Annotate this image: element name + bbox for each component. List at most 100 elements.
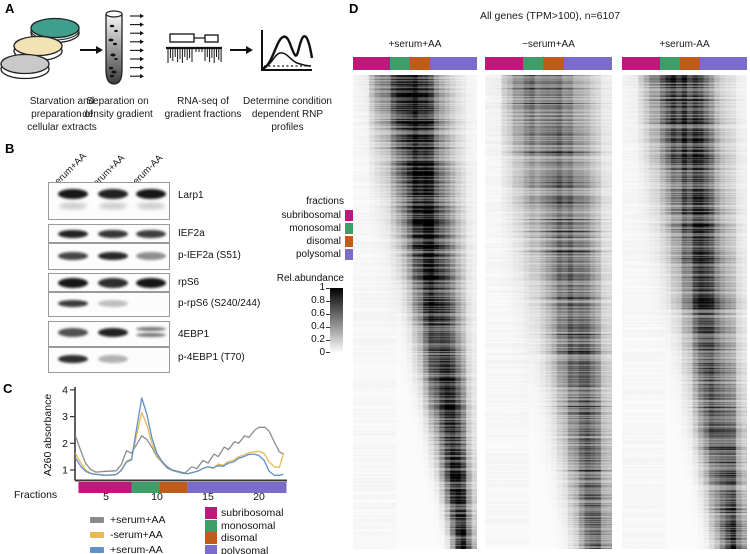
heatmap-column-noserum-aa: −serum+AA (485, 38, 612, 549)
c-legend-subribosomal: subribosomal (221, 507, 284, 519)
colorbar-tick: 0.2 (311, 334, 325, 345)
c-legend-monosomal: monosomal (221, 520, 276, 532)
heatmap-serum-aa (353, 75, 477, 549)
gradient-tube-icon (105, 10, 123, 85)
step-caption-profiles: Determine condition dependent RNP profil… (235, 95, 340, 134)
monosomal-segment (659, 57, 680, 70)
c-legend-disomal: disomal (221, 532, 258, 544)
serum-noaa-line-swatch (90, 547, 104, 553)
polysomal-swatch (345, 249, 356, 260)
c-y-tick-label: 1 (62, 465, 68, 477)
c-fraction-band-monosomal (131, 482, 160, 493)
arrow-icon (80, 46, 103, 54)
legend-label: monosomal (289, 223, 341, 234)
blot-box (48, 273, 170, 292)
monosomal-segment (523, 57, 544, 70)
noserum-aa-line-swatch (90, 532, 104, 538)
c-fraction-band-polysomal (187, 482, 287, 493)
c-subribosomal-swatch (205, 507, 217, 519)
subribosomal-segment (353, 57, 391, 70)
disomal-segment (543, 57, 564, 70)
caption-line: Starvation and (29, 96, 95, 107)
polysomal-segment (429, 57, 477, 70)
caption-line: density gradient (82, 109, 153, 120)
colorbar-tick: 0.4 (311, 321, 325, 332)
panel-b-label: B (5, 141, 15, 156)
c-fraction-band-subribosomal (78, 482, 132, 493)
profile-plot-icon (261, 30, 314, 71)
petri-dishes-icon (0, 17, 80, 80)
heatmap-header: −serum+AA (522, 39, 575, 50)
blot-label-p-4ebp1: p-4EBP1 (T70) (178, 352, 245, 363)
c-y-tick-label: 3 (62, 411, 68, 423)
colorbar-tick: 1 (319, 282, 325, 293)
heatmap-column-serum-aa: +serum+AA (353, 38, 477, 549)
monosomal-segment (390, 57, 411, 70)
polysomal-segment (699, 57, 747, 70)
workflow-diagram (0, 10, 314, 85)
colorbar-tickmark (326, 340, 330, 341)
caption-line: cellular extracts (27, 122, 97, 133)
heatmap-column-serum-noaa: +serum-AA (622, 38, 747, 549)
blot-box (48, 347, 170, 373)
colorbar-tickmark (326, 314, 330, 315)
legend-label: polysomal (295, 249, 341, 260)
colorbar-tickmark (326, 301, 330, 302)
c-monosomal-swatch (205, 520, 217, 532)
blot-label-4ebp1: 4EBP1 (178, 329, 210, 340)
rnaseq-icon (166, 33, 222, 63)
blot-box (48, 321, 170, 347)
blot-label-p-ief2a: p-IEF2a (S51) (178, 250, 241, 261)
panel-a-label: A (5, 1, 15, 16)
c-series-line--serum+AA (74, 411, 285, 476)
blot-box (48, 182, 170, 220)
abundance-colorbar (330, 288, 343, 353)
fraction-color-bar (485, 57, 612, 70)
step-caption-rnaseq: RNA-seq of gradient fractions (153, 95, 253, 121)
c-x-tick-label: 10 (151, 491, 163, 503)
c-series-line-+serum+AA (74, 426, 284, 475)
c-disomal-swatch (205, 532, 217, 544)
panel-c-label: C (3, 381, 13, 396)
polysomal-segment (563, 57, 612, 70)
colorbar-tickmark (326, 352, 330, 353)
colorbar-tick: 0 (319, 347, 325, 358)
colorbar-tick: 0.8 (311, 295, 325, 306)
c-fraction-band-disomal (159, 482, 188, 493)
fraction-color-bar (353, 57, 477, 70)
serum-aa-line-swatch (90, 517, 104, 523)
legend-item-polysomal: polysomal (240, 248, 356, 261)
c-series-line-+serum-AA (74, 397, 284, 476)
caption-line: RNA-seq of (177, 96, 229, 107)
caption-line: dependent RNP (251, 109, 324, 120)
polysome-profile-chart: 1 2 3 4 A260 absorbance 5 10 15 20 (42, 384, 287, 503)
blot-label-rps6: rpS6 (178, 277, 200, 288)
disomal-swatch (345, 236, 356, 247)
disomal-segment (410, 57, 430, 70)
subribosomal-swatch (345, 210, 356, 221)
legend-item-monosomal: monosomal (240, 222, 356, 235)
step-caption-starvation: Starvation and preparation of cellular e… (7, 95, 117, 134)
c-x-tick-label: 5 (103, 491, 109, 503)
caption-line: Separation on (86, 96, 149, 107)
heatmap-header: +serum-AA (659, 39, 710, 50)
c-y-tick-label: 2 (62, 438, 68, 450)
panel-d-label: D (349, 1, 359, 16)
abundance-legend-title: Rel.abundance (276, 273, 344, 284)
blot-label-larp1: Larp1 (178, 190, 204, 201)
subribosomal-segment (622, 57, 660, 70)
legend-item-disomal: disomal (240, 235, 356, 248)
blot-box (48, 292, 170, 317)
arrow-icon-2 (230, 46, 253, 54)
blot-label-ief2a: IEF2a (178, 228, 205, 239)
c-legend-polysomal: polysomal (221, 545, 269, 554)
colorbar-tick: 0.6 (311, 308, 325, 319)
c-xaxis-label: Fractions (14, 489, 58, 501)
legend-item-subribosomal: subribosomal (240, 209, 356, 222)
c-legend-noserum-aa: -serum+AA (110, 529, 163, 541)
c-x-tick-label: 20 (253, 491, 265, 503)
disomal-segment (679, 57, 700, 70)
blot-box (48, 224, 170, 243)
heatmap-header: +serum+AA (388, 39, 442, 50)
